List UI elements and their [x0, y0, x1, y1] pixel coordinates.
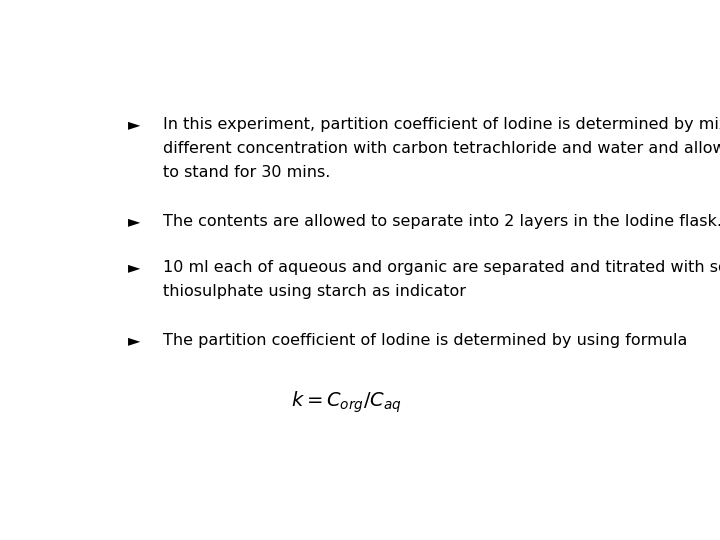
Text: thiosulphate using starch as indicator: thiosulphate using starch as indicator [163, 285, 466, 299]
Text: $\mathit{k} = C_{org} / C_{aq}$: $\mathit{k} = C_{org} / C_{aq}$ [292, 389, 402, 415]
Text: ►: ► [128, 214, 140, 230]
Text: ►: ► [128, 260, 140, 275]
Text: 10 ml each of aqueous and organic are separated and titrated with sodium: 10 ml each of aqueous and organic are se… [163, 260, 720, 275]
Text: ►: ► [128, 117, 140, 132]
Text: to stand for 30 mins.: to stand for 30 mins. [163, 165, 330, 180]
Text: different concentration with carbon tetrachloride and water and allowing it: different concentration with carbon tetr… [163, 141, 720, 156]
Text: In this experiment, partition coefficient of Iodine is determined by mixing: In this experiment, partition coefficien… [163, 117, 720, 132]
Text: The partition coefficient of Iodine is determined by using formula: The partition coefficient of Iodine is d… [163, 333, 687, 348]
Text: The contents are allowed to separate into 2 layers in the Iodine flask.: The contents are allowed to separate int… [163, 214, 720, 230]
Text: ►: ► [128, 333, 140, 348]
